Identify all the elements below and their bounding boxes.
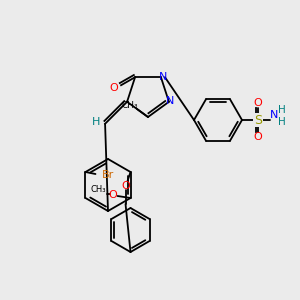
Text: CH₃: CH₃ <box>91 185 106 194</box>
Text: H: H <box>92 117 100 127</box>
Text: N: N <box>270 110 278 120</box>
Text: H: H <box>278 117 286 127</box>
Text: CH₃: CH₃ <box>122 100 138 109</box>
Text: O: O <box>108 190 117 200</box>
Text: N: N <box>166 96 174 106</box>
Text: H: H <box>278 105 286 115</box>
Text: N: N <box>159 72 167 82</box>
Text: O: O <box>121 181 130 191</box>
Text: O: O <box>254 98 262 108</box>
Text: S: S <box>254 113 262 127</box>
Text: O: O <box>110 83 118 93</box>
Text: O: O <box>254 132 262 142</box>
Text: Br: Br <box>102 170 115 180</box>
